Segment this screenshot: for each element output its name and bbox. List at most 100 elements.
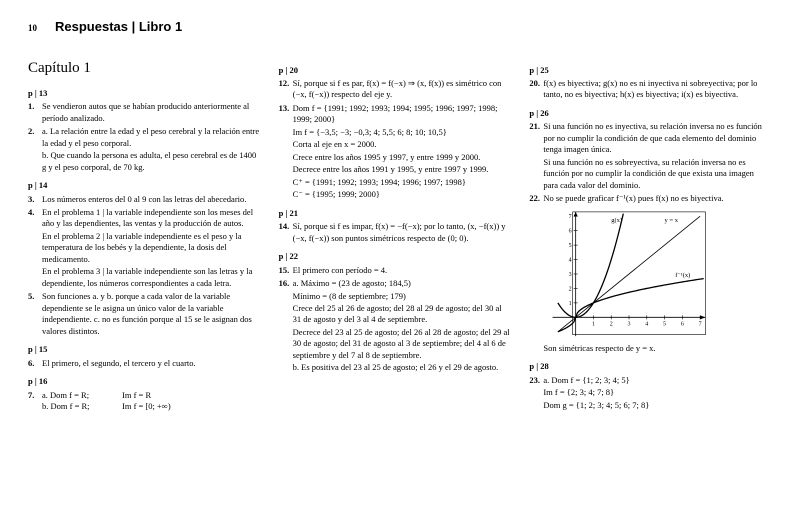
item-text: Sí, porque si f es par, f(x) = f(−x) ⇒ (… xyxy=(293,78,512,101)
item-text: No se puede graficar f⁻¹(x) pues f(x) no… xyxy=(543,193,762,204)
item-13a: Dom f = {1991; 1992; 1993; 1994; 1995; 1… xyxy=(293,103,512,126)
item-16b: Mínimo = (8 de septiembre; 179) xyxy=(293,291,512,302)
svg-text:1: 1 xyxy=(592,321,595,327)
item-13f: C⁺ = {1991; 1992; 1993; 1994; 1996; 1997… xyxy=(293,177,512,188)
item-13c: Corta al eje en x = 2000. xyxy=(293,139,512,150)
item-21: 21. Si una función no es inyectiva, su r… xyxy=(529,121,762,191)
item-5: 5. Son funciones a. y b. porque a cada v… xyxy=(28,291,261,337)
item-3: 3. Los números enteros del 0 al 9 con la… xyxy=(28,194,261,205)
item-text: Sí, porque si f es impar, f(x) = −f(−x);… xyxy=(293,221,512,244)
svg-text:4: 4 xyxy=(646,321,649,327)
item-13d: Crece entre los años 1995 y 1997, y entr… xyxy=(293,152,512,163)
item-4c: En el problema 3 | la variable independi… xyxy=(42,266,261,289)
column-1: Capítulo 1 p | 13 1. Se vendieron autos … xyxy=(28,58,261,415)
item-2: 2. a. La relación entre la edad y el pes… xyxy=(28,126,261,173)
svg-text:7: 7 xyxy=(699,321,702,327)
item-num: 2. xyxy=(28,126,42,173)
p20-head: p | 20 xyxy=(279,65,512,76)
page-header: 10 Respuestas | Libro 1 xyxy=(28,18,762,36)
item-13b: Im f = {−3,5; −3; −0,3; 4; 5,5; 6; 8; 10… xyxy=(293,127,512,138)
svg-text:5: 5 xyxy=(663,321,666,327)
p13-head: p | 13 xyxy=(28,88,261,99)
page-title: Respuestas | Libro 1 xyxy=(55,18,182,36)
column-3: p | 25 20. f(x) es biyectiva; g(x) no es… xyxy=(529,58,762,415)
item-num: 13. xyxy=(279,103,293,201)
item-23b: Im f = {2; 3; 4; 7; 8} xyxy=(543,387,762,398)
item-21b: Si una función no es sobreyectiva, su re… xyxy=(543,157,762,191)
p22-head: p | 22 xyxy=(279,251,512,262)
svg-text:6: 6 xyxy=(569,228,572,234)
item-num: 15. xyxy=(279,265,293,276)
item-2a: a. La relación entre la edad y el peso c… xyxy=(42,126,261,149)
svg-text:4: 4 xyxy=(569,257,572,263)
item-16c: Crece del 25 al 26 de agosto; del 28 al … xyxy=(293,303,512,326)
p15-head: p | 15 xyxy=(28,344,261,355)
svg-text:g(x): g(x) xyxy=(612,217,623,224)
item-4b: En el problema 2 | la variable independi… xyxy=(42,231,261,265)
svg-text:6: 6 xyxy=(681,321,684,327)
item-num: 4. xyxy=(28,207,42,289)
item-7b-im: Im f = [0; +∞) xyxy=(122,401,171,412)
item-num: 23. xyxy=(529,375,543,411)
item-text: Los números enteros del 0 al 9 con las l… xyxy=(42,194,261,205)
item-text: En el problema 1 | la variable independi… xyxy=(42,207,261,289)
p21-head: p | 21 xyxy=(279,208,512,219)
svg-text:2: 2 xyxy=(610,321,613,327)
item-20: 20. f(x) es biyectiva; g(x) no es ni iny… xyxy=(529,78,762,101)
item-num: 22. xyxy=(529,193,543,204)
item-23a: a. Dom f = {1; 2; 3; 4; 5} xyxy=(543,375,762,386)
item-num: 5. xyxy=(28,291,42,337)
item-13e: Decrece entre los años 1991 y 1995, y en… xyxy=(293,164,512,175)
item-16d: Decrece del 23 al 25 de agosto; del 26 a… xyxy=(293,327,512,361)
p28-head: p | 28 xyxy=(529,361,762,372)
item-num: 14. xyxy=(279,221,293,244)
item-16a: a. Máximo = (23 de agosto; 184,5) xyxy=(293,278,512,289)
item-num: 7. xyxy=(28,390,42,413)
item-text: Se vendieron autos que se habían produci… xyxy=(42,101,261,124)
svg-text:5: 5 xyxy=(569,243,572,249)
p25-head: p | 25 xyxy=(529,65,762,76)
item-21a: Si una función no es inyectiva, su relac… xyxy=(543,121,762,155)
item-1: 1. Se vendieron autos que se habían prod… xyxy=(28,101,261,124)
item-num: 6. xyxy=(28,358,42,369)
item-7b-dom: b. Dom f = R; xyxy=(42,401,122,412)
item-22: 22. No se puede graficar f⁻¹(x) pues f(x… xyxy=(529,193,762,204)
item-text: Si una función no es inyectiva, su relac… xyxy=(543,121,762,191)
item-15: 15. El primero con período = 4. xyxy=(279,265,512,276)
item-text: a. Dom f = R; Im f = R b. Dom f = R; Im … xyxy=(42,390,261,413)
svg-text:y = x: y = x xyxy=(665,217,679,224)
svg-text:1: 1 xyxy=(569,301,572,307)
item-4: 4. En el problema 1 | la variable indepe… xyxy=(28,207,261,289)
item-14: 14. Sí, porque si f es impar, f(x) = −f(… xyxy=(279,221,512,244)
item-text: Son funciones a. y b. porque a cada valo… xyxy=(42,291,261,337)
page-number: 10 xyxy=(28,22,37,34)
item-13: 13. Dom f = {1991; 1992; 1993; 1994; 199… xyxy=(279,103,512,201)
graph-svg: 1 1 2 2 3 3 4 4 5 5 6 6 7 7 g(x) y = x f⁻¹(x) xyxy=(549,209,709,339)
svg-text:7: 7 xyxy=(569,214,572,220)
item-num: 16. xyxy=(279,278,293,374)
svg-text:f⁻¹(x): f⁻¹(x) xyxy=(676,272,691,279)
item-13g: C⁻ = {1995; 1999; 2000} xyxy=(293,189,512,200)
item-12: 12. Sí, porque si f es par, f(x) = f(−x)… xyxy=(279,78,512,101)
item-16e: b. Es positiva del 23 al 25 de agosto; e… xyxy=(293,362,512,373)
item-text: El primero, el segundo, el tercero y el … xyxy=(42,358,261,369)
graph-caption: Son simétricas respecto de y = x. xyxy=(543,343,762,354)
chapter-heading: Capítulo 1 xyxy=(28,58,261,78)
item-num: 3. xyxy=(28,194,42,205)
item-6: 6. El primero, el segundo, el tercero y … xyxy=(28,358,261,369)
item-7a-im: Im f = R xyxy=(122,390,151,401)
item-num: 1. xyxy=(28,101,42,124)
svg-text:3: 3 xyxy=(628,321,631,327)
item-text: a. Dom f = {1; 2; 3; 4; 5} Im f = {2; 3;… xyxy=(543,375,762,411)
content-columns: Capítulo 1 p | 13 1. Se vendieron autos … xyxy=(28,58,762,415)
svg-text:3: 3 xyxy=(569,272,572,278)
p26-head: p | 26 xyxy=(529,108,762,119)
item-text: El primero con período = 4. xyxy=(293,265,512,276)
item-num: 12. xyxy=(279,78,293,101)
item-num: 21. xyxy=(529,121,543,191)
item-7: 7. a. Dom f = R; Im f = R b. Dom f = R; … xyxy=(28,390,261,413)
item-text: a. La relación entre la edad y el peso c… xyxy=(42,126,261,173)
item-23: 23. a. Dom f = {1; 2; 3; 4; 5} Im f = {2… xyxy=(529,375,762,411)
svg-text:2: 2 xyxy=(569,286,572,292)
item-2b: b. Que cuando la persona es adulta, el p… xyxy=(42,150,261,173)
